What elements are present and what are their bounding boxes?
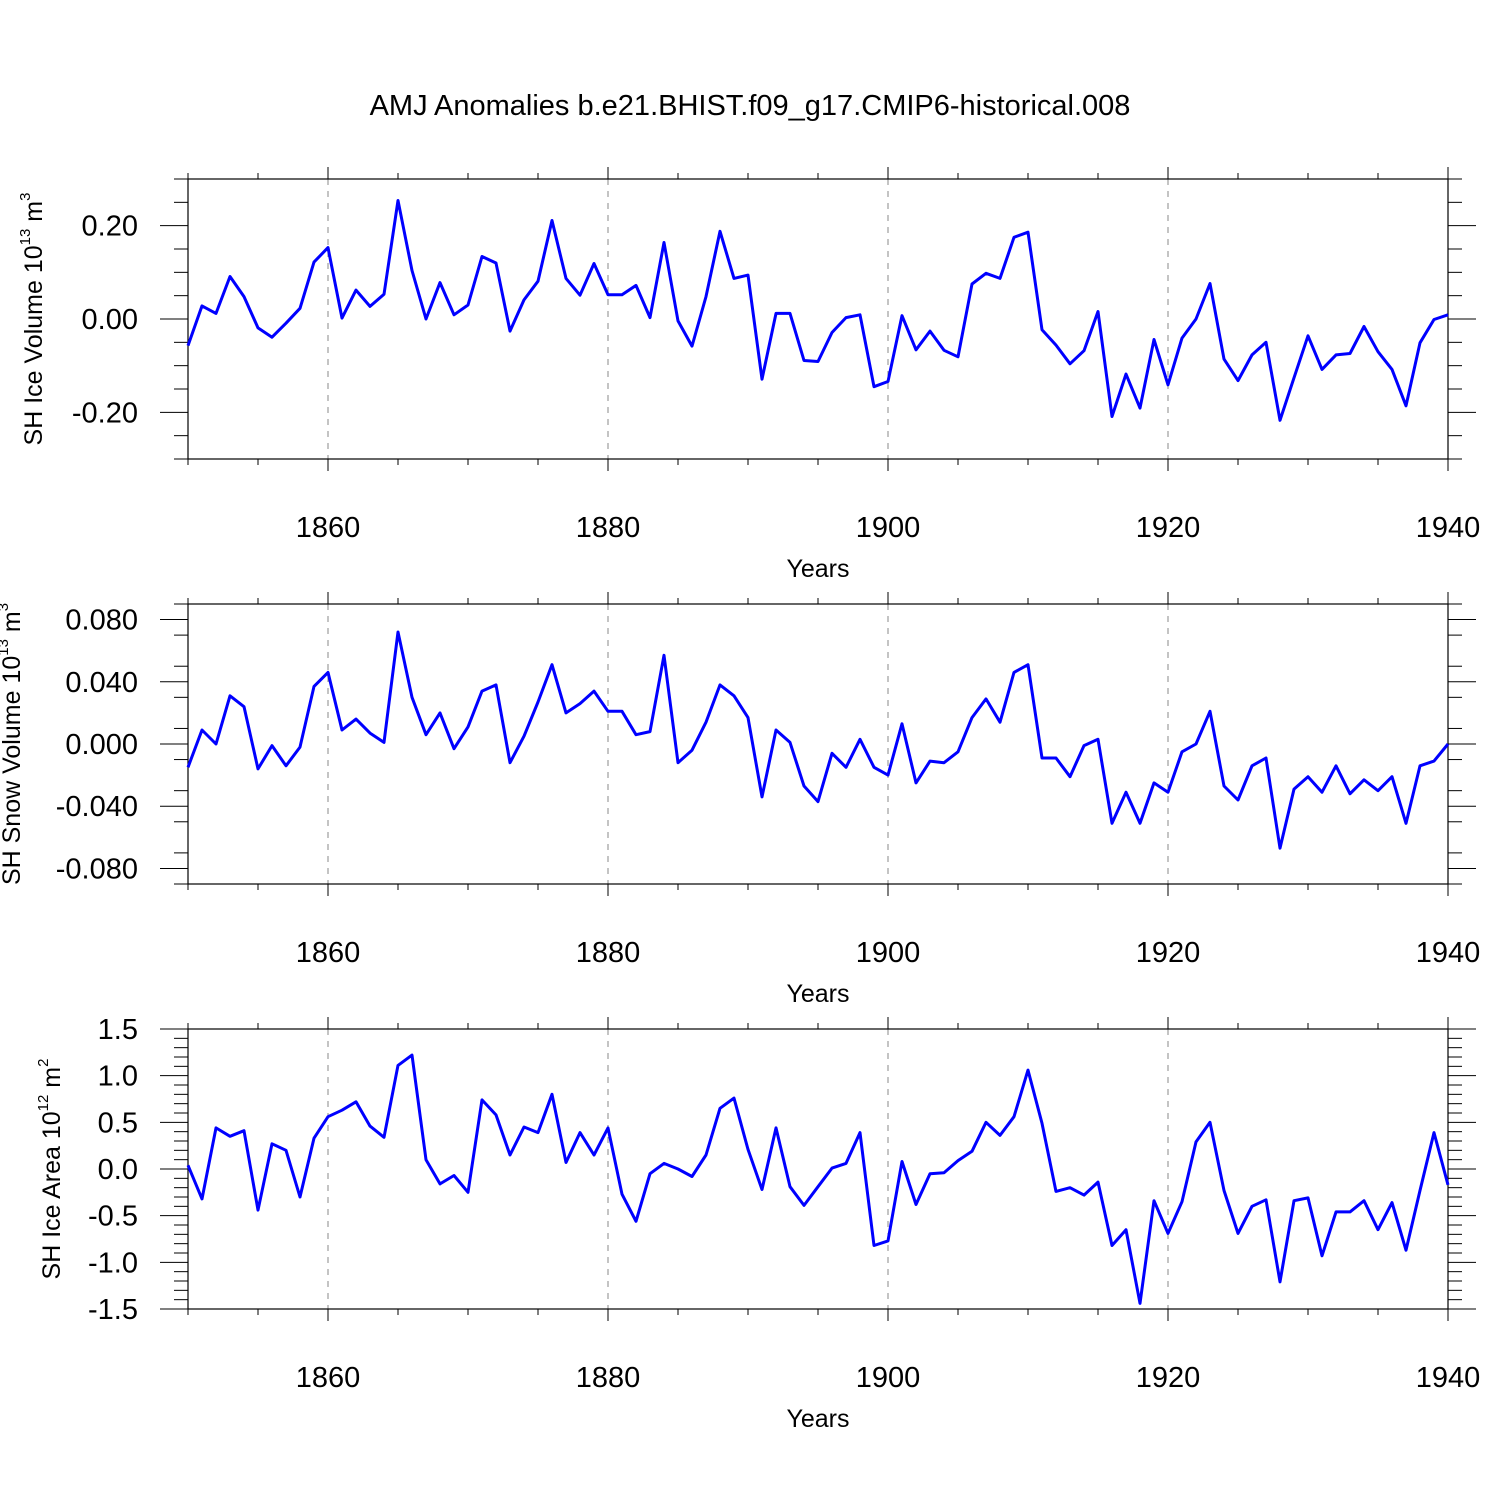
plot-frame — [187, 603, 1449, 885]
x-tick-label: 1920 — [1136, 512, 1201, 544]
y-tick-label: 0.20 — [82, 211, 138, 243]
y-tick-label: 0.0 — [98, 1154, 138, 1186]
x-axis-label: Years — [786, 555, 849, 583]
panel-snow-volume: 1860 1880 1900 1920 1940 -0.080 -0.040 0.000 0.0… — [0, 592, 1480, 1008]
y-tick-label: 0.040 — [65, 667, 138, 699]
y-tick-label: 1.5 — [98, 1014, 138, 1046]
x-tick-label: 1940 — [1416, 1362, 1481, 1394]
x-tick-label: 1860 — [296, 937, 361, 969]
y-tick-label: -1.5 — [88, 1294, 138, 1326]
y-axis-label: SH Ice Volume 1013 m3 — [17, 193, 48, 446]
y-tick-label: 0.5 — [98, 1107, 138, 1139]
panel-ice-area: 1860 1880 1900 1920 1940 -1.5 -1.0 -0.5 0.0 0.5 1.… — [35, 1014, 1480, 1433]
x-tick-label: 1880 — [576, 1362, 641, 1394]
x-tick-label: 1900 — [856, 937, 921, 969]
y-tick-label: 0.00 — [82, 304, 138, 336]
x-tick-label: 1860 — [296, 512, 361, 544]
y-tick-label: 0.000 — [65, 729, 138, 761]
y-axis-label: SH Snow Volume 1013 m3 — [0, 603, 26, 885]
y-tick-label: -0.080 — [56, 853, 138, 885]
x-axis-label: Years — [786, 980, 849, 1008]
series-line-snow-volume — [186, 630, 1450, 850]
x-tick-label: 1940 — [1416, 512, 1481, 544]
x-tick-label: 1900 — [856, 512, 921, 544]
x-tick-label: 1920 — [1136, 937, 1201, 969]
series-line-ice-volume — [186, 199, 1449, 422]
y-tick-label: -0.5 — [88, 1201, 138, 1233]
y-tick-label: 1.0 — [98, 1061, 138, 1093]
x-tick-label: 1880 — [576, 937, 641, 969]
chart-title: AMJ Anomalies b.e21.BHIST.f09_g17.CMIP6-… — [370, 90, 1131, 122]
y-tick-label: -0.040 — [56, 791, 138, 823]
y-axis-label: SH Ice Area 1012 m2 — [35, 1059, 66, 1280]
plot-frame — [187, 178, 1449, 460]
plot-frame — [187, 1028, 1449, 1310]
y-tick-label: -1.0 — [88, 1247, 138, 1279]
x-axis-label: Years — [786, 1405, 849, 1433]
x-tick-label: 1940 — [1416, 937, 1481, 969]
series-line-ice-area — [186, 1053, 1450, 1305]
y-tick-label: -0.20 — [72, 397, 138, 429]
x-tick-label: 1860 — [296, 1362, 361, 1394]
panel-ice-volume: 1860 1880 1900 1920 1940 -0.20 0.00 0.20 Years SH… — [17, 167, 1480, 583]
y-tick-label: 0.080 — [65, 605, 138, 637]
x-tick-label: 1900 — [856, 1362, 921, 1394]
x-tick-label: 1920 — [1136, 1362, 1201, 1394]
x-tick-label: 1880 — [576, 512, 641, 544]
